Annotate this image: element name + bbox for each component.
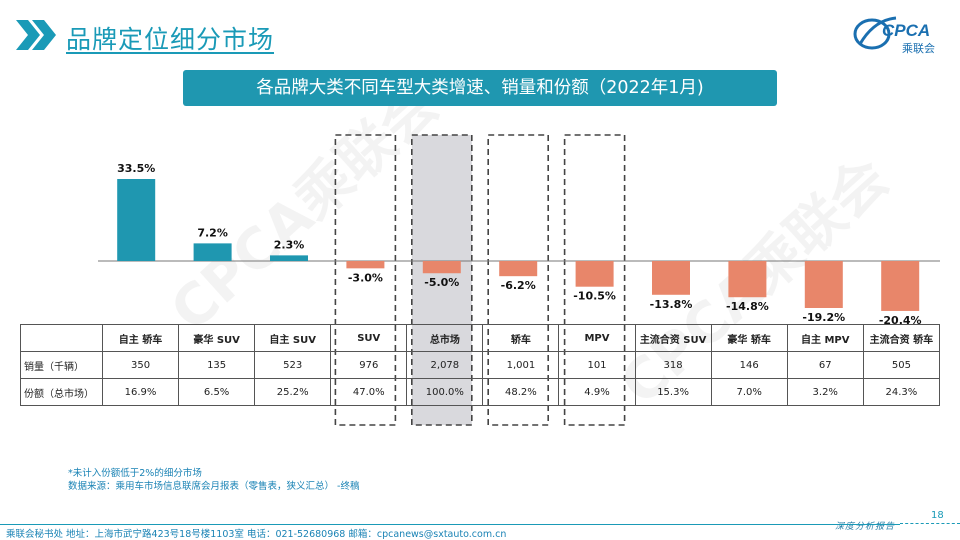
source-note: 数据来源：乘用车市场信息联席会月报表（零售表，狭义汇总） -终稿 xyxy=(68,481,360,492)
table-row: 份额（总市场） 16.9% 6.5% 25.2% 47.0% 100.0% 48.2% 4.9… xyxy=(20,378,941,406)
highlight-box xyxy=(563,134,626,426)
bar xyxy=(652,261,690,295)
table-cell: 25.2% xyxy=(254,378,332,406)
column-header: 自主 MPV xyxy=(786,324,864,352)
column-header: 豪华 轿车 xyxy=(710,324,788,352)
bar xyxy=(422,261,461,274)
table-cell: 2,078 xyxy=(406,351,484,379)
column-header: 自主 轿车 xyxy=(101,324,180,352)
bar xyxy=(804,261,843,308)
row-label: 份额（总市场） xyxy=(20,378,103,406)
logo-text: CPCA xyxy=(882,21,930,40)
footnote: *未计入份额低于2%的细分市场 数据来源：乘用车市场信息联席会月报表（零售表，狭… xyxy=(68,467,359,493)
table-cell: 3.2% xyxy=(786,378,864,406)
data-table: 自主 轿车 豪华 SUV 自主 SUV SUV 总市场 轿车 MPV 主流合资 SUV 豪华 轿… xyxy=(20,324,941,406)
table-cell: 523 xyxy=(254,351,332,379)
row-label xyxy=(20,324,103,352)
data-label: -14.8% xyxy=(726,300,769,313)
bar xyxy=(117,179,156,261)
data-label: -20.4% xyxy=(879,314,922,327)
table-cell: 101 xyxy=(558,351,636,379)
table-cell: 505 xyxy=(862,351,941,379)
bar xyxy=(193,243,232,261)
data-label: -6.2% xyxy=(501,279,536,292)
highlight-box xyxy=(487,134,550,426)
table-cell: 24.3% xyxy=(862,378,941,406)
column-header: 豪华 SUV xyxy=(178,324,256,352)
data-label: -3.0% xyxy=(348,271,383,284)
report-slogan: 深度分析报告 xyxy=(835,522,896,532)
bar xyxy=(728,261,767,298)
footer-contact: 乘联会秘书处 地址：上海市武宁路423号18号楼1103室 电话：021-526… xyxy=(6,529,507,540)
data-label: 7.2% xyxy=(197,226,228,239)
bar xyxy=(881,261,920,311)
table-cell: 1,001 xyxy=(482,351,560,379)
table-cell: 16.9% xyxy=(101,378,180,406)
column-header: 主流合资 SUV xyxy=(634,324,712,352)
cpca-logo-icon: CPCA 乘联会 xyxy=(853,16,935,55)
table-row: 销量（千辆） 350 135 523 976 2,078 1,001 101 318 146 67 5… xyxy=(20,351,941,379)
column-header: 自主 SUV xyxy=(254,324,332,352)
column-header: 主流合资 轿车 xyxy=(862,324,941,352)
table-cell: 7.0% xyxy=(710,378,788,406)
table-cell: 135 xyxy=(178,351,256,379)
footer-divider-dashed xyxy=(900,523,960,524)
column-header: 总市场 xyxy=(406,324,484,352)
table-cell: 15.3% xyxy=(634,378,712,406)
table-cell: 6.5% xyxy=(178,378,256,406)
bar xyxy=(346,261,385,269)
column-header: SUV xyxy=(330,324,408,352)
data-label: -10.5% xyxy=(573,290,616,303)
data-label: -13.8% xyxy=(650,298,693,311)
chevron-right-icon xyxy=(16,20,56,50)
bar xyxy=(575,261,614,287)
page-title: 品牌定位细分市场 xyxy=(66,25,275,54)
data-label: -5.0% xyxy=(424,276,459,289)
data-label: -19.2% xyxy=(802,311,845,324)
table-cell: 100.0% xyxy=(406,378,484,406)
footnote-line: *未计入份额低于2%的细分市场 xyxy=(68,468,202,479)
column-header: 轿车 xyxy=(482,324,560,352)
table-cell: 48.2% xyxy=(482,378,560,406)
bar xyxy=(499,261,538,277)
table-cell: 350 xyxy=(101,351,180,379)
data-label: 2.3% xyxy=(274,238,305,251)
bar xyxy=(270,255,308,261)
highlight-box xyxy=(334,134,397,426)
table-cell: 146 xyxy=(710,351,788,379)
page-number: 18 xyxy=(931,510,944,521)
table-cell: 4.9% xyxy=(558,378,636,406)
logo-subtext: 乘联会 xyxy=(902,42,935,55)
column-header: MPV xyxy=(558,324,636,352)
table-cell: 47.0% xyxy=(330,378,408,406)
table-cell: 67 xyxy=(786,351,864,379)
table-cell: 976 xyxy=(330,351,408,379)
chart-subtitle: 各品牌大类不同车型大类增速、销量和份额（2022年1月) xyxy=(183,70,777,106)
data-label: 33.5% xyxy=(117,162,155,175)
table-row: 自主 轿车 豪华 SUV 自主 SUV SUV 总市场 轿车 MPV 主流合资 SUV 豪华 轿… xyxy=(20,324,941,352)
row-label: 销量（千辆） xyxy=(20,351,103,379)
footer-divider xyxy=(0,524,900,525)
table-cell: 318 xyxy=(634,351,712,379)
